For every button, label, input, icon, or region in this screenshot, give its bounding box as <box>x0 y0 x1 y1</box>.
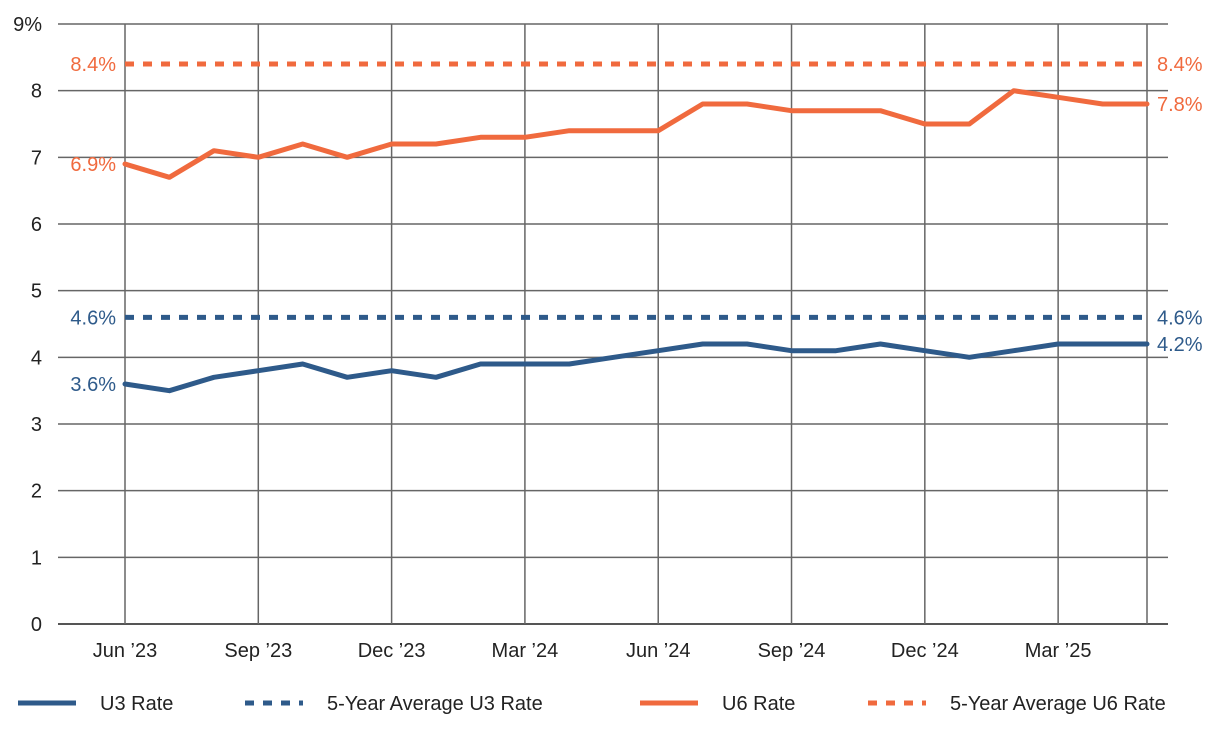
y-tick-label: 4 <box>31 347 42 369</box>
y-tick-label: 5 <box>31 281 42 303</box>
x-tick-label: Jun ’23 <box>93 640 158 662</box>
y-tick-label: 7 <box>31 147 42 169</box>
u3-rate-legend-label: U3 Rate <box>100 693 173 715</box>
y-tick-label: 2 <box>31 481 42 503</box>
legend: U3 Rate 5-Year Average U3 Rate U6 Rate 5-Ye… <box>18 693 1166 715</box>
y-tick-label: 0 <box>31 614 42 636</box>
x-tick-label: Sep ’23 <box>224 640 292 662</box>
5-year-average-u3-rate-legend-label: 5-Year Average U3 Rate <box>327 693 543 715</box>
u3-rate-start-label: 3.6% <box>70 374 116 396</box>
x-tick-label: Jun ’24 <box>626 640 691 662</box>
x-tick-label: Dec ’24 <box>891 640 959 662</box>
u3-rate-end-label: 4.2% <box>1157 334 1203 356</box>
u3-rate-line <box>122 341 1150 394</box>
5-year-average-u3-rate-end-label: 4.6% <box>1157 307 1203 329</box>
x-tick-label: Mar ’24 <box>492 640 559 662</box>
x-tick-label: Sep ’24 <box>758 640 826 662</box>
grid <box>58 23 1168 625</box>
x-tick-label: Mar ’25 <box>1025 640 1092 662</box>
series-lines <box>122 61 1150 394</box>
y-tick-label: 9% <box>13 14 42 36</box>
x-tick-label: Dec ’23 <box>358 640 426 662</box>
u6-rate-legend-label: U6 Rate <box>722 693 795 715</box>
data-labels: 3.6% 4.2% 4.6% 4.6% 6.9% 7.8% 8.4% 8.4% <box>70 54 1202 396</box>
y-tick-label: 6 <box>31 214 42 236</box>
y-tick-label: 8 <box>31 81 42 103</box>
y-axis: 0 1 2 3 4 5 6 7 8 9% <box>13 14 42 636</box>
x-axis: Jun ’23 Sep ’23 Dec ’23 Mar ’24 Jun ’24 Sep ’… <box>93 640 1092 662</box>
5-year-average-u6-rate-legend-label: 5-Year Average U6 Rate <box>950 693 1166 715</box>
5-year-average-u6-rate-end-label: 8.4% <box>1157 54 1203 76</box>
u6-rate-start-label: 6.9% <box>70 154 116 176</box>
y-tick-label: 1 <box>31 547 42 569</box>
y-tick-label: 3 <box>31 414 42 436</box>
u6-rate-end-label: 7.8% <box>1157 94 1203 116</box>
u6-rate-line <box>122 88 1150 180</box>
5-year-average-u3-rate-start-label: 4.6% <box>70 307 116 329</box>
5-year-average-u6-rate-start-label: 8.4% <box>70 54 116 76</box>
